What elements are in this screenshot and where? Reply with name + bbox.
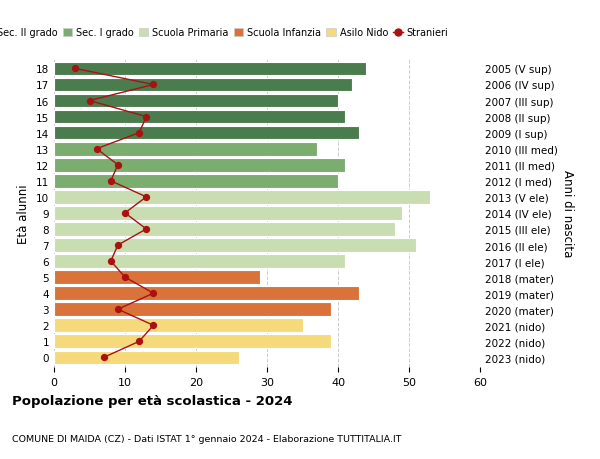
Point: [120, 210, 130, 217]
Legend: Sec. II grado, Sec. I grado, Scuola Primaria, Scuola Infanzia, Asilo Nido, Stran: Sec. II grado, Sec. I grado, Scuola Prim…: [0, 24, 452, 42]
Point: [71, 66, 80, 73]
Point: [92, 146, 101, 153]
Bar: [54, 111, 345, 124]
Point: [120, 274, 130, 281]
Bar: [54, 174, 338, 188]
Text: Popolazione per età scolastica - 2024: Popolazione per età scolastica - 2024: [12, 394, 293, 407]
Bar: [54, 335, 331, 348]
Point: [149, 290, 158, 297]
Point: [142, 114, 151, 121]
Point: [99, 354, 109, 361]
Point: [142, 194, 151, 201]
Point: [113, 162, 123, 169]
Bar: [54, 78, 352, 92]
Text: COMUNE DI MAIDA (CZ) - Dati ISTAT 1° gennaio 2024 - Elaborazione TUTTITALIA.IT: COMUNE DI MAIDA (CZ) - Dati ISTAT 1° gen…: [12, 434, 401, 442]
Point: [134, 130, 144, 137]
Bar: [54, 255, 345, 269]
Point: [142, 226, 151, 233]
Bar: [54, 351, 239, 364]
Point: [106, 178, 116, 185]
Y-axis label: Età alunni: Età alunni: [17, 184, 31, 243]
Point: [134, 338, 144, 345]
Bar: [54, 287, 359, 300]
Bar: [54, 303, 331, 316]
Point: [85, 98, 94, 105]
Bar: [54, 158, 345, 172]
Bar: [54, 319, 302, 332]
Bar: [54, 207, 402, 220]
Bar: [54, 95, 338, 108]
Bar: [54, 190, 430, 204]
Point: [113, 242, 123, 249]
Bar: [54, 143, 317, 156]
Bar: [54, 271, 260, 284]
Bar: [54, 239, 416, 252]
Point: [113, 306, 123, 313]
Point: [149, 322, 158, 329]
Point: [106, 258, 116, 265]
Bar: [54, 223, 395, 236]
Bar: [54, 127, 359, 140]
Point: [149, 82, 158, 89]
Bar: [54, 62, 367, 76]
Y-axis label: Anni di nascita: Anni di nascita: [562, 170, 574, 257]
